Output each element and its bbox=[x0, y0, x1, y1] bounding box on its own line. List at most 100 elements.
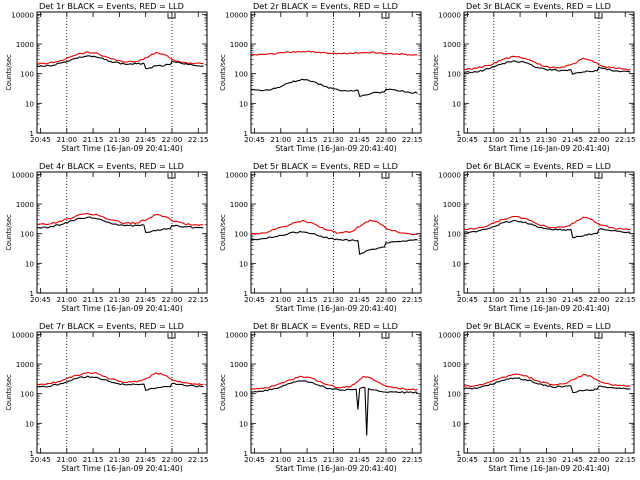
y-tick-label: 10000 bbox=[225, 10, 248, 19]
y-axis-label: Counts/sec bbox=[5, 214, 13, 251]
y-tick-label: 1000 bbox=[16, 40, 35, 49]
y-tick-label: 100 bbox=[20, 390, 34, 399]
x-tick-label: 20:45 bbox=[244, 455, 265, 464]
legend-marker bbox=[594, 13, 603, 19]
y-tick-label: 100 bbox=[20, 230, 34, 239]
panel-title: Det 1r BLACK = Events, RED = LLD bbox=[39, 1, 184, 11]
legend-marker bbox=[594, 173, 603, 179]
x-tick-label: 21:45 bbox=[562, 295, 583, 304]
y-tick-label: 10000 bbox=[11, 10, 34, 19]
legend-marker bbox=[381, 13, 390, 19]
y-tick-label: 10000 bbox=[438, 330, 461, 339]
plot-frame bbox=[463, 171, 635, 294]
y-tick-label: 10 bbox=[239, 99, 249, 108]
x-tick-label: 22:00 bbox=[162, 455, 183, 464]
x-tick-label: 21:15 bbox=[83, 455, 104, 464]
panel-title: Det 9r BLACK = Events, RED = LLD bbox=[466, 321, 611, 331]
x-tick-label: 21:15 bbox=[297, 455, 318, 464]
y-tick-label: 1000 bbox=[16, 360, 35, 369]
y-axis-label: Counts/sec bbox=[219, 54, 227, 91]
events-series-line bbox=[463, 377, 631, 394]
events-series-line bbox=[463, 219, 631, 239]
panel-title: Det 8r BLACK = Events, RED = LLD bbox=[253, 321, 398, 331]
x-tick-label: 21:45 bbox=[349, 135, 370, 144]
x-tick-label: 21:45 bbox=[349, 455, 370, 464]
x-tick-label: 22:15 bbox=[402, 455, 423, 464]
legend-marker bbox=[381, 333, 390, 339]
y-tick-label: 1 bbox=[456, 289, 461, 298]
x-tick-label: 21:00 bbox=[483, 295, 504, 304]
legend-marker bbox=[594, 333, 603, 339]
x-axis-label: Start Time (16-Jan-09 20:41:40) bbox=[61, 144, 182, 153]
y-tick-label: 10 bbox=[25, 259, 35, 268]
detector-panel: Det 9r BLACK = Events, RED = LLD 1 10 100 10… bbox=[432, 321, 636, 473]
lld-series-line bbox=[463, 215, 631, 231]
x-tick-label: 22:15 bbox=[188, 135, 209, 144]
x-axis-label: Start Time (16-Jan-09 20:41:40) bbox=[275, 304, 396, 313]
x-axis-label: Start Time (16-Jan-09 20:41:40) bbox=[488, 464, 609, 473]
events-series-line bbox=[36, 375, 204, 391]
events-series-line bbox=[463, 60, 631, 75]
y-tick-label: 100 bbox=[447, 230, 461, 239]
y-tick-label: 10 bbox=[239, 419, 249, 428]
x-tick-label: 20:45 bbox=[457, 135, 478, 144]
y-axis-label: Counts/sec bbox=[219, 214, 227, 251]
y-tick-label: 10000 bbox=[225, 170, 248, 179]
x-tick-label: 21:45 bbox=[562, 135, 583, 144]
y-tick-label: 10 bbox=[452, 259, 462, 268]
panel-title: Det 7r BLACK = Events, RED = LLD bbox=[39, 321, 184, 331]
y-tick-label: 10000 bbox=[438, 10, 461, 19]
x-tick-label: 21:15 bbox=[510, 295, 531, 304]
x-tick-label: 22:15 bbox=[615, 295, 636, 304]
x-axis-label: Start Time (16-Jan-09 20:41:40) bbox=[61, 304, 182, 313]
x-tick-label: 22:00 bbox=[162, 295, 183, 304]
detector-panel: Det 3r BLACK = Events, RED = LLD 1 10 100 10… bbox=[432, 1, 636, 153]
x-tick-label: 21:30 bbox=[109, 135, 130, 144]
lld-series-line bbox=[250, 50, 418, 56]
x-tick-label: 21:30 bbox=[109, 455, 130, 464]
x-axis-label: Start Time (16-Jan-09 20:41:40) bbox=[275, 464, 396, 473]
x-tick-label: 21:15 bbox=[297, 295, 318, 304]
lld-series-line bbox=[36, 51, 204, 65]
y-tick-label: 1000 bbox=[230, 40, 249, 49]
x-tick-label: 22:00 bbox=[376, 295, 397, 304]
x-tick-label: 20:45 bbox=[457, 455, 478, 464]
x-tick-label: 22:15 bbox=[615, 455, 636, 464]
y-tick-label: 10000 bbox=[225, 330, 248, 339]
x-tick-label: 21:45 bbox=[135, 135, 156, 144]
y-tick-label: 1 bbox=[29, 449, 34, 458]
plot-frame bbox=[36, 171, 208, 294]
y-tick-label: 10 bbox=[452, 419, 462, 428]
x-tick-label: 20:45 bbox=[244, 135, 265, 144]
y-tick-label: 100 bbox=[447, 390, 461, 399]
plot-frame bbox=[36, 331, 208, 454]
legend-marker bbox=[381, 173, 390, 179]
x-axis-label: Start Time (16-Jan-09 20:41:40) bbox=[488, 144, 609, 153]
x-tick-label: 22:00 bbox=[589, 455, 610, 464]
x-tick-label: 21:15 bbox=[510, 455, 531, 464]
y-tick-label: 100 bbox=[234, 390, 248, 399]
y-tick-label: 10 bbox=[452, 99, 462, 108]
panel-title: Det 2r BLACK = Events, RED = LLD bbox=[253, 1, 398, 11]
x-tick-label: 20:45 bbox=[30, 135, 51, 144]
x-tick-label: 22:15 bbox=[402, 295, 423, 304]
lld-series-line bbox=[36, 371, 204, 386]
y-tick-label: 1000 bbox=[443, 360, 462, 369]
plot-frame bbox=[463, 11, 635, 134]
y-tick-label: 10 bbox=[239, 259, 249, 268]
x-tick-label: 21:15 bbox=[83, 135, 104, 144]
y-tick-label: 1 bbox=[243, 449, 248, 458]
x-tick-label: 21:45 bbox=[562, 455, 583, 464]
y-tick-label: 10000 bbox=[11, 170, 34, 179]
y-tick-label: 1000 bbox=[443, 40, 462, 49]
events-series-line bbox=[250, 380, 418, 436]
x-tick-label: 22:15 bbox=[188, 295, 209, 304]
x-tick-label: 22:00 bbox=[589, 295, 610, 304]
y-tick-label: 10000 bbox=[438, 170, 461, 179]
detector-panel: Det 2r BLACK = Events, RED = LLD 1 10 100 10… bbox=[219, 1, 423, 153]
plot-frame bbox=[250, 171, 422, 294]
y-tick-label: 100 bbox=[447, 70, 461, 79]
x-tick-label: 21:30 bbox=[536, 455, 557, 464]
y-axis-label: Counts/sec bbox=[5, 54, 13, 91]
